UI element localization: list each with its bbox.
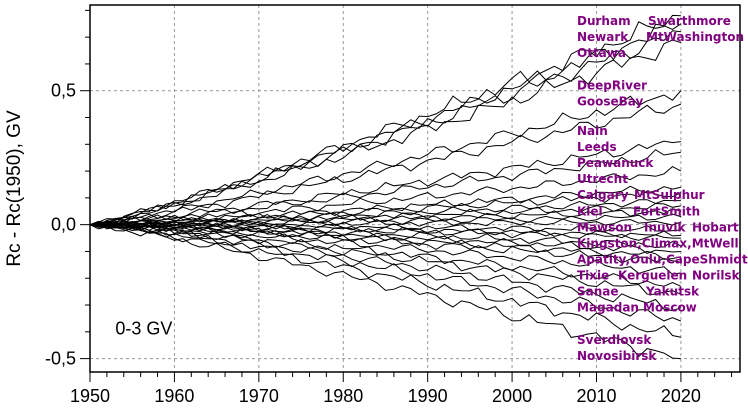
- series-line: [89, 39, 682, 226]
- series-lines: [89, 14, 682, 360]
- grid-lines: [90, 5, 740, 372]
- series-line: [89, 23, 682, 226]
- series-line: [89, 30, 681, 226]
- station-label: Kerguelen: [618, 269, 687, 283]
- station-label: Inuvik: [644, 220, 686, 234]
- y-tick-label: -0,5: [45, 349, 76, 369]
- series-line: [89, 223, 681, 338]
- station-label: Novosibirsk: [577, 349, 657, 363]
- station-label: Nain: [577, 124, 608, 138]
- series-line: [89, 165, 682, 227]
- station-labels: Durham Swarthmore Newark MtWashington Ottawa…: [577, 14, 748, 363]
- station-label: Kingston,Climax,MtWell: [577, 236, 739, 250]
- x-tick-label: 1970: [239, 386, 279, 406]
- series-line: [89, 223, 682, 287]
- station-label: Swarthmore: [648, 14, 731, 28]
- series-line: [89, 103, 682, 227]
- station-label: Calgary: [577, 188, 629, 202]
- station-label: MtSulphur: [634, 188, 705, 202]
- series-line: [89, 222, 682, 295]
- series-line: [89, 220, 681, 275]
- y-tick-label: 0,0: [51, 215, 76, 235]
- x-tick-label: 1990: [408, 386, 448, 406]
- station-label: FortSmith: [633, 204, 700, 218]
- x-tick-label: 1980: [323, 386, 363, 406]
- station-label: Kiel: [577, 204, 603, 218]
- plot-frame: [89, 4, 741, 373]
- station-label: Sanae: [577, 285, 619, 299]
- range-annotation: 0-3 GV: [115, 318, 172, 338]
- x-tick-label: 2000: [492, 386, 532, 406]
- y-axis-label: Rc - Rc(1950), GV: [4, 110, 25, 267]
- station-label: MtWashington: [646, 30, 744, 44]
- series-line: [89, 149, 681, 226]
- series-line: [89, 222, 681, 360]
- series-line: [89, 224, 682, 322]
- y-tick-label: 0,5: [51, 81, 76, 101]
- x-tick-label: 2020: [661, 386, 701, 406]
- x-tick-label: 1950: [70, 386, 110, 406]
- series-line: [89, 199, 681, 227]
- series-line: [89, 223, 682, 312]
- station-label: Mawson: [577, 220, 632, 234]
- series-line: [89, 218, 682, 228]
- station-label: DeepRiver: [577, 78, 647, 92]
- series-line: [89, 140, 681, 226]
- station-label: Magadan: [577, 301, 639, 315]
- series-line: [89, 90, 682, 226]
- x-tick-label: 2010: [576, 386, 616, 406]
- station-label: Norilsk: [692, 269, 741, 283]
- x-tick-label: 1960: [154, 386, 194, 406]
- station-label: Utrecht: [577, 172, 628, 186]
- station-label: Tixie: [577, 269, 609, 283]
- station-label: Moscow: [643, 301, 697, 315]
- station-label: Yakutsk: [645, 285, 700, 299]
- station-label: GooseBay: [577, 94, 643, 108]
- series-line: [90, 213, 682, 228]
- station-label: Durham: [577, 14, 631, 28]
- station-label: Apatity,Oulu,CapeShmidt: [577, 252, 748, 266]
- station-label: Leeds: [577, 140, 617, 154]
- station-label: Ottawa: [577, 46, 626, 60]
- series-line: [89, 222, 682, 260]
- station-label: Peawanuck: [577, 156, 654, 170]
- station-label: Newark: [577, 30, 629, 44]
- axis-ticks: 1950 1960 1970 1980 1990 2000 2010 2020 0,5 0,0 -0…: [45, 9, 733, 406]
- station-label: Hobart: [692, 220, 739, 234]
- station-label: Sverdlovsk: [577, 333, 652, 347]
